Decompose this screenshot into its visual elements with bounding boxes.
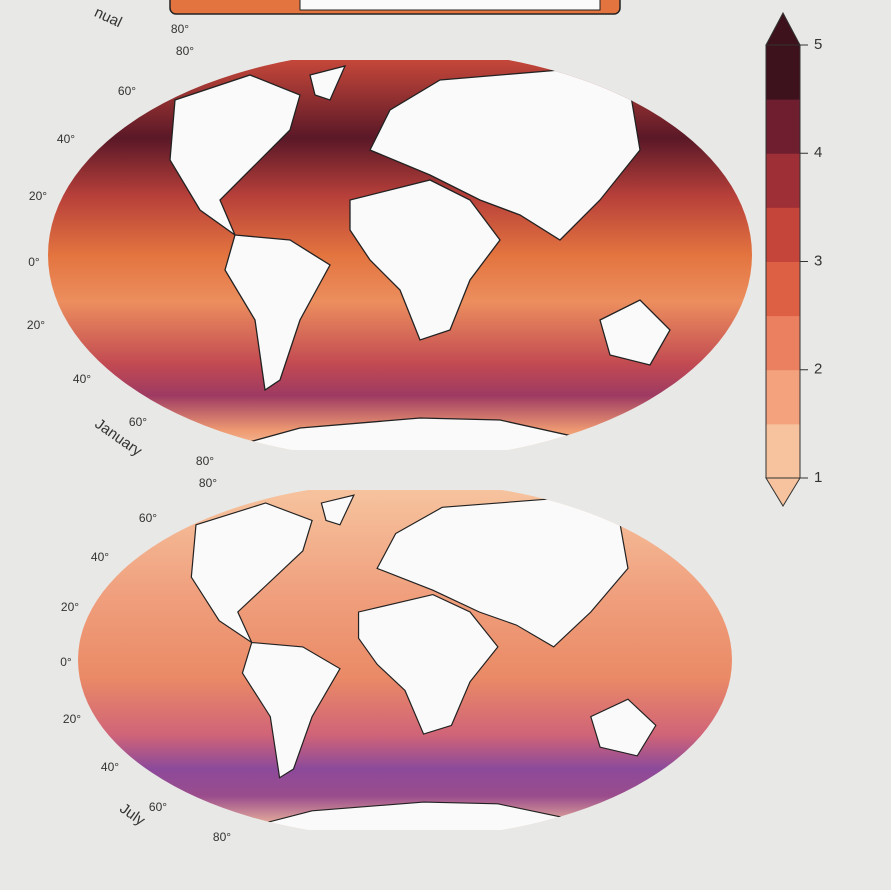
colorbar-tick-label: 1 bbox=[814, 469, 822, 486]
latitude-label: 20° bbox=[29, 189, 47, 203]
colorbar-tick-label: 4 bbox=[814, 144, 822, 161]
latitude-label: 20° bbox=[61, 600, 79, 614]
panel-label: July bbox=[116, 800, 148, 830]
colorbar-tick-label: 5 bbox=[814, 36, 822, 53]
colorbar-tick-label: 2 bbox=[814, 361, 822, 378]
colorbar-band bbox=[766, 369, 800, 425]
latitude-label: 40° bbox=[57, 132, 75, 146]
latitude-label: 40° bbox=[91, 550, 109, 564]
annual-panel bbox=[169, 0, 621, 15]
colorbar-tick-label: 3 bbox=[814, 252, 822, 269]
latitude-label: 80° bbox=[199, 476, 217, 490]
colorbar-band bbox=[766, 153, 800, 208]
july-map bbox=[78, 490, 732, 830]
latitude-label: 60° bbox=[129, 415, 147, 429]
colorbar-band bbox=[766, 315, 800, 371]
colorbar-band bbox=[766, 207, 800, 262]
latitude-label: 60° bbox=[149, 800, 167, 814]
january-map bbox=[48, 60, 752, 450]
colorbar-band bbox=[766, 423, 800, 479]
latitude-label: 80° bbox=[196, 454, 214, 468]
colorbar-extend bbox=[765, 477, 801, 507]
latitude-label: 40° bbox=[101, 760, 119, 774]
colorbar-band bbox=[766, 99, 800, 154]
latitude-label: 80° bbox=[213, 830, 231, 844]
colorbar-band bbox=[766, 261, 800, 317]
latitude-label: 80° bbox=[171, 22, 189, 36]
colorbar: 1 2 3 4 5 bbox=[765, 11, 822, 507]
latitude-label: 60° bbox=[118, 84, 136, 98]
colorbar-band bbox=[766, 45, 800, 100]
colorbar-extend bbox=[765, 11, 801, 46]
latitude-label: 20° bbox=[27, 318, 45, 332]
latitude-label: 40° bbox=[73, 372, 91, 386]
panel-label: nual bbox=[92, 4, 125, 31]
latitude-label: 0° bbox=[28, 255, 40, 269]
latitude-label: 0° bbox=[60, 655, 72, 669]
latitude-label: 20° bbox=[63, 712, 81, 726]
latitude-label: 60° bbox=[139, 511, 157, 525]
latitude-label: 80° bbox=[176, 44, 194, 58]
